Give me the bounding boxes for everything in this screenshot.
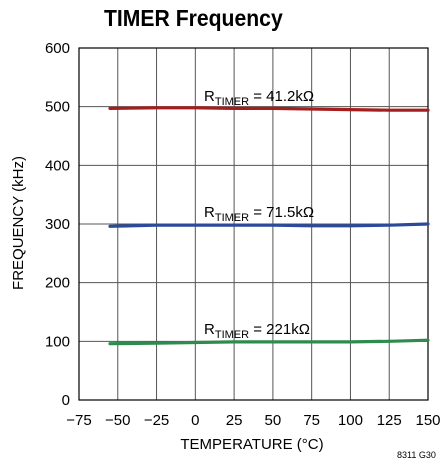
y-tick-label: 100: [45, 333, 70, 350]
series-line: [108, 106, 430, 112]
y-tick-label: 0: [62, 392, 70, 409]
y-tick-label: 500: [45, 99, 70, 116]
series-label-value: = 71.5kΩ: [249, 204, 314, 221]
x-tick-label: −75: [66, 412, 91, 429]
series-label: RTIMER = 221kΩ: [204, 321, 310, 341]
x-tick-label: −25: [144, 412, 169, 429]
series-line: [108, 338, 430, 346]
series-label: RTIMER = 71.5kΩ: [204, 204, 314, 224]
x-axis-label: TEMPERATURE (°C): [180, 436, 323, 453]
series-label-subscript: TIMER: [215, 212, 249, 224]
series-label: RTIMER = 41.2kΩ: [204, 88, 314, 108]
x-tick-label: 75: [303, 412, 320, 429]
y-tick-label: 300: [45, 216, 70, 233]
x-tick-label: 25: [226, 412, 243, 429]
series-label-value: = 41.2kΩ: [249, 88, 314, 105]
x-tick-label: 0: [191, 412, 199, 429]
tick-labels: −75 −50 −25 0 25 50 75 100 125 150 0 100 200 300 400 50…: [45, 40, 441, 429]
figure-id: 8311 G30: [397, 450, 436, 460]
y-tick-label: 600: [45, 40, 70, 57]
series-label-subscript: TIMER: [215, 96, 249, 108]
x-tick-label: 125: [377, 412, 402, 429]
y-tick-label: 200: [45, 275, 70, 292]
x-tick-label: 100: [338, 412, 363, 429]
series-label-main: R: [204, 204, 215, 221]
y-axis-label: FREQUENCY (kHz): [10, 156, 27, 290]
chart-title: TIMER Frequency: [104, 5, 283, 31]
y-tick-label: 400: [45, 157, 70, 174]
series-label-subscript: TIMER: [215, 329, 249, 341]
x-tick-label: 50: [265, 412, 282, 429]
x-tick-label: −50: [105, 412, 130, 429]
x-tick-label: 150: [415, 412, 440, 429]
series-line: [108, 222, 430, 228]
series-label-main: R: [204, 88, 215, 105]
series-label-main: R: [204, 321, 215, 338]
series-label-value: = 221kΩ: [249, 321, 310, 338]
